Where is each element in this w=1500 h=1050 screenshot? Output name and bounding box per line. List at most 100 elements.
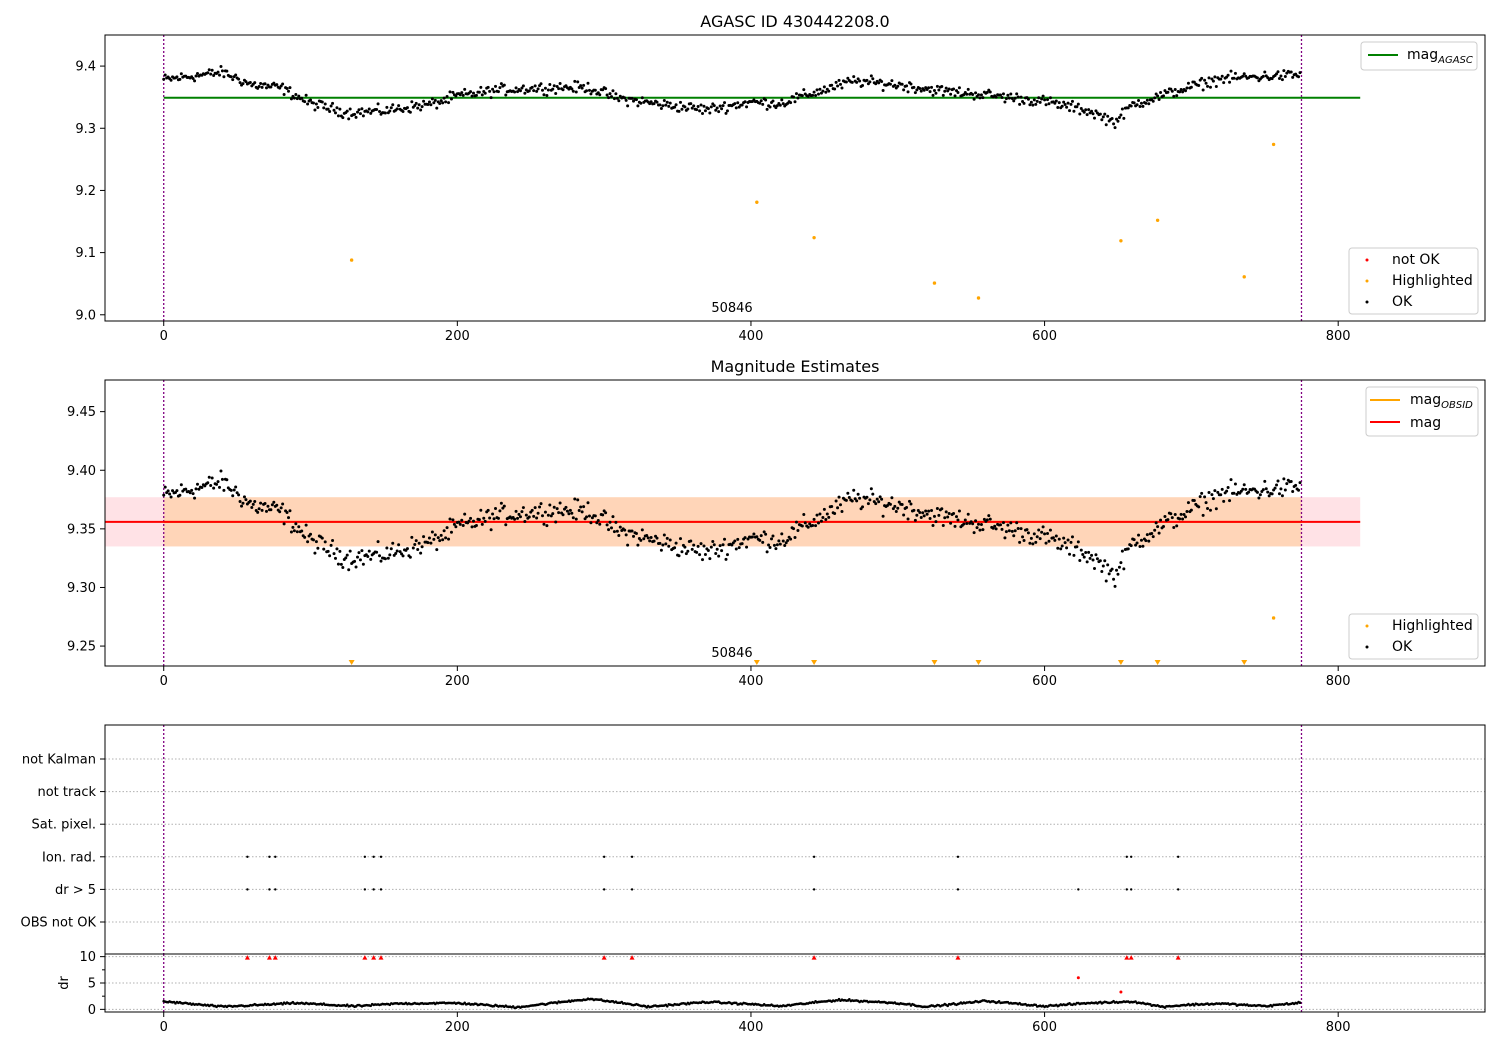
p3-flag-point [246,888,249,891]
p2-ok-point [909,502,913,506]
p2-ok-point [1264,487,1268,491]
p1-ok-point [811,93,815,97]
p2-ok-point [762,530,766,534]
p2-ok-point [1063,541,1067,545]
p2-ok-point [405,547,409,551]
p3-flag-point [363,888,367,891]
p1-highlighted-point [976,296,981,300]
p1-ok-point [1041,94,1045,98]
p1-ok-point [427,100,431,104]
p2-ok-point [242,495,246,499]
p1-ok-point [794,92,798,96]
p4-clipped-marker [955,955,961,960]
p2-ok-point [516,516,520,520]
p1-ok-point [1280,78,1284,82]
p2-ok-point [930,508,934,512]
p1-ok-point [649,100,653,104]
p1-ok-point [219,64,223,68]
p2-ok-point [725,553,729,557]
p2-ok-point [1225,489,1229,493]
p1-ok-point [715,106,719,110]
p1-ok-point [931,93,935,97]
p1-ok-point [1015,92,1019,96]
p2-ok-point [701,558,705,562]
p1-ok-point [824,90,828,94]
p2-ok-point [367,549,371,553]
p2-ok-point [250,506,254,510]
p2-ok-point [1222,499,1226,503]
p2-ok-point [369,557,373,561]
p1-ok-point [1186,81,1190,85]
p1-ok-point [356,110,360,114]
p1-ok-point [1135,103,1139,107]
p2-ok-point [893,504,897,508]
p1-ytick-label-3: 9.3 [75,122,96,137]
p1-ok-point [1043,98,1047,102]
p4-clipped-marker [1124,955,1130,960]
p2-ok-point [824,518,828,522]
p2-ok-point [1233,482,1237,486]
p1-ok-point [574,90,578,94]
p2-ok-point [1031,542,1035,546]
p1-ok-point [422,99,426,103]
p1-ok-point [1203,78,1207,82]
p1-ok-point [678,100,682,104]
p1-ok-point [718,104,722,108]
p2-ok-point [1275,483,1279,487]
p2-ok-point [427,536,431,540]
p3-flag-point [630,855,634,858]
p1-ok-point [865,78,869,82]
p1-ok-point [345,109,349,113]
p2-ok-point [913,518,917,522]
p1-ok-point [378,109,382,113]
panel-dr-ylabel: dr [57,976,72,990]
p2-ok-point [454,525,458,529]
p1-ok-point [1106,114,1110,118]
p2-ok-point [684,552,688,556]
p2-ok-point [908,499,912,503]
p1-ok-point [837,78,841,82]
p2-ok-point [206,481,210,485]
p1-ok-point [361,114,365,118]
p2-ok-point [389,547,393,551]
p1-ok-point [532,89,536,93]
p1-ok-point [665,100,669,104]
p1-ok-point [636,104,640,108]
p2-ok-point [953,524,957,528]
p2-ok-point [1116,572,1120,576]
p2-ok-point [734,547,738,551]
p1-ok-point [827,89,831,93]
legend-mag-agasc-label: magAGASC [1407,47,1473,66]
p1-ok-point [634,98,638,102]
p1-ok-point [445,94,449,98]
p2-ok-point [263,502,267,506]
p2-ok-point [555,507,559,511]
p2-ok-point [1057,537,1061,541]
legend-not-ok-swatch [1365,258,1369,262]
p2-ok-point [803,521,807,525]
p2-ok-point [649,536,653,540]
p1-ok-point [336,114,340,118]
p1-ok-point [294,92,298,96]
p2-ok-point [338,549,342,553]
p1-ytick-label-2: 9.2 [75,184,96,199]
p2-ok-point [542,522,546,526]
p2-ok-point [596,518,600,522]
p2-ok-point [1044,541,1048,545]
p1-ok-point [868,80,872,84]
p2-ok-point [195,482,199,486]
p1-ytick-label-1: 9.1 [75,246,96,261]
p2-ok-point [774,547,778,551]
p2-ok-point [419,551,423,555]
p2-ok-point [632,534,636,538]
p2-ok-point [190,488,194,492]
panel-agasc-title: AGASC ID 430442208.0 [700,12,889,31]
p2-ok-point [1151,535,1155,539]
p2-ok-point [341,565,345,569]
p3-flag-point [379,888,383,891]
p1-ok-point [1204,81,1208,85]
p4-clipped-marker [1128,955,1134,960]
p2-ok-point [1137,533,1141,537]
p4-clipped-marker [272,955,278,960]
p2-ok-point [218,485,222,489]
